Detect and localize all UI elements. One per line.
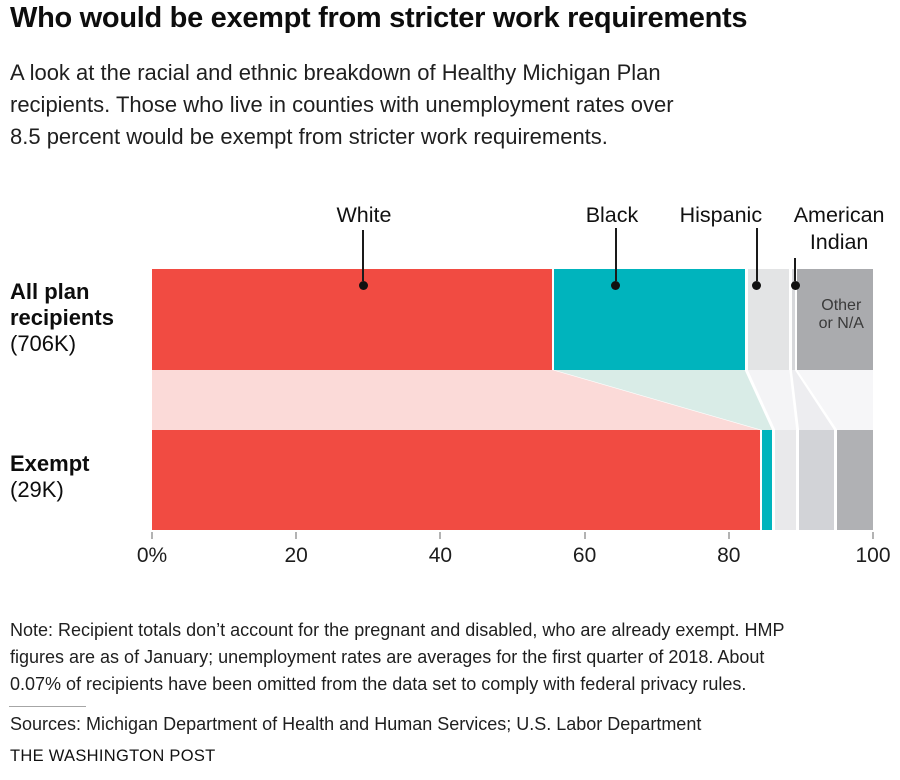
category-label-black: Black	[585, 203, 639, 227]
row-label-count: (706K)	[10, 331, 77, 356]
bar-exempt-segment-hispanic	[775, 430, 797, 530]
bar-all-plan-recipients-segment-other-or-n-a	[797, 269, 873, 370]
segment-label-other-na: Other or N/A	[818, 297, 864, 332]
pointer-line	[362, 230, 365, 281]
row-label-count: (29K)	[10, 477, 64, 502]
category-label-american: American Indian	[793, 203, 885, 254]
bar-all-plan-recipients	[152, 269, 873, 370]
bar-exempt-segment-american-indian	[799, 430, 835, 530]
bar-exempt	[152, 430, 873, 530]
axis-tick	[583, 532, 586, 539]
category-label-hispanic: Hispanic	[679, 203, 763, 227]
flow-black	[554, 370, 773, 430]
row-label-all-plan-recipients: All plan recipients (706K)	[10, 279, 148, 357]
flow-hispanic	[747, 370, 797, 430]
pointer-line	[755, 228, 758, 281]
bar-all-plan-recipients-segment-white	[152, 269, 553, 370]
chart-title: Who would be exempt from stricter work r…	[10, 2, 748, 34]
bar-exempt-segment-white	[152, 430, 760, 530]
flow-connectors	[152, 370, 873, 430]
axis-tick	[295, 532, 298, 539]
bar-all-plan-recipients-segment-black	[554, 269, 745, 370]
publisher-credit: THE WASHINGTON POST	[10, 747, 216, 765]
pointer-dot	[611, 280, 621, 290]
chart-subtitle: A look at the racial and ethnic breakdow…	[10, 60, 674, 149]
row-label-exempt: Exempt (29K)	[10, 451, 148, 503]
chart-note: Note: Recipient totals don’t account for…	[10, 620, 785, 694]
flow-white	[152, 370, 760, 430]
row-label-text: All plan recipients	[10, 279, 114, 330]
axis-tick-label: 100	[855, 544, 891, 567]
chart-sources: Sources: Michigan Department of Health a…	[10, 714, 702, 734]
axis-tick-label: 0%	[136, 544, 168, 567]
axis-tick-label: 60	[572, 544, 597, 567]
axis-tick	[872, 532, 874, 539]
pointer-line	[614, 228, 617, 281]
category-label-white: White	[336, 203, 392, 227]
pointer-dot	[358, 280, 368, 290]
axis-tick	[151, 532, 153, 539]
pointer-dot	[752, 280, 762, 290]
axis-tick	[727, 532, 730, 539]
pointer-line	[794, 258, 797, 281]
axis-tick-label: 40	[428, 544, 453, 567]
bar-all-plan-recipients-segment-american-indian	[791, 269, 795, 370]
row-label-text: Exempt	[10, 451, 90, 476]
pointer-dot	[790, 280, 800, 290]
bar-exempt-segment-black	[761, 430, 773, 530]
flow-other-or-n-a	[797, 370, 873, 430]
axis-tick-label: 80	[717, 544, 741, 567]
bar-exempt-segment-other-or-n-a	[837, 430, 873, 530]
axis-tick	[439, 532, 442, 539]
axis-tick-label: 20	[284, 544, 308, 567]
flow-american-indian	[791, 370, 835, 430]
footer-divider	[9, 706, 86, 707]
